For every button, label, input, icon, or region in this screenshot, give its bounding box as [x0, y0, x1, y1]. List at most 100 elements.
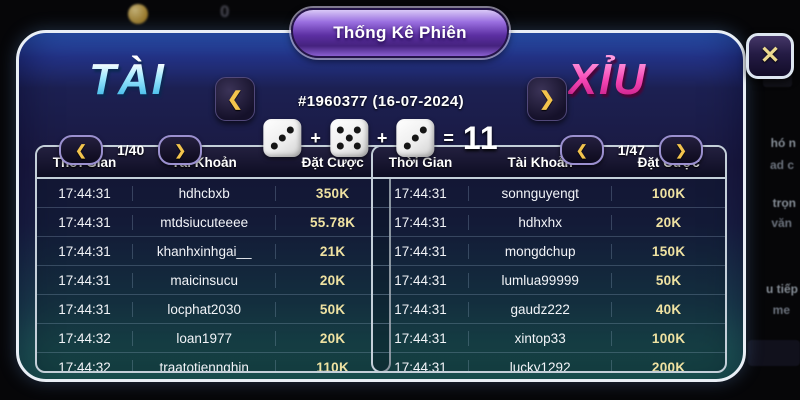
cell-time: 17:44:31	[394, 301, 447, 317]
table-row: 17:44:31 maicinsucu 20K	[37, 265, 389, 294]
cell-account: lucky1292	[468, 359, 613, 371]
table-row: 17:44:32 traatotiennghin 110K	[37, 352, 389, 373]
cell-bet-amount: 20K	[655, 214, 682, 230]
die-pip	[286, 126, 294, 134]
cell-bet-amount: 21K	[319, 243, 346, 259]
table-row: 17:44:31 gaudz222 40K	[373, 294, 725, 323]
dice-result-row: + + = 11	[263, 119, 498, 157]
table-row: 17:44:31 locphat2030 50K	[37, 294, 389, 323]
cell-account: mtdsiucuteeee	[132, 214, 277, 230]
plus-sign: +	[376, 127, 388, 148]
table-row: 17:44:31 mongdchup 150K	[373, 236, 725, 265]
cell-time: 17:44:31	[394, 272, 447, 288]
close-button[interactable]: ✕	[746, 33, 794, 79]
chevron-left-icon: ❮	[575, 142, 588, 158]
cell-bet-amount: 20K	[319, 330, 346, 346]
die-pip	[271, 142, 279, 150]
chevron-right-icon: ❯	[675, 142, 687, 158]
session-stats-modal: TÀI XỈU ❮ ❯ #1960377 (16-07-2024) + + = 1…	[16, 30, 746, 382]
coin-balance: 0	[220, 2, 230, 21]
backdrop-text-fragment: hó n	[770, 136, 796, 150]
cell-time: 17:44:32	[58, 330, 111, 346]
cell-account: lumlua99999	[468, 272, 613, 288]
cell-account: maicinsucu	[132, 272, 277, 288]
xiu-page-next-button[interactable]: ❯	[659, 135, 703, 165]
cell-bet-amount: 40K	[655, 301, 682, 317]
modal-title-banner: Thống Kê Phiên	[291, 8, 509, 58]
die-pip	[411, 134, 419, 142]
cell-time: 17:44:31	[394, 359, 447, 373]
cell-bet-amount: 50K	[655, 272, 682, 288]
die-pip	[278, 134, 286, 142]
cell-time: 17:44:31	[394, 243, 447, 259]
backdrop-text-fragment: trọn	[772, 196, 796, 210]
table-row: 17:44:31 lumlua99999 50K	[373, 265, 725, 294]
table-body: 17:44:31 hdhcbxb 350K 17:44:31 mtdsiucuteeee…	[37, 179, 389, 373]
close-icon: ✕	[759, 42, 781, 69]
cell-time: 17:44:31	[394, 214, 447, 230]
die-pip	[336, 142, 344, 150]
die-pip	[353, 126, 361, 134]
backdrop-text-fragment: văn	[771, 216, 792, 230]
table-row: 17:44:31 khanhxinhgai__ 21K	[37, 236, 389, 265]
tai-pagination: ❮ 1/40 ❯	[59, 135, 203, 165]
plus-sign: +	[310, 127, 321, 148]
cell-time: 17:44:31	[58, 301, 111, 317]
cell-time: 17:44:31	[394, 185, 447, 201]
table-row: 17:44:31 xintop33 100K	[373, 323, 725, 352]
die-pip	[336, 126, 344, 134]
cell-bet-amount: 50K	[319, 301, 346, 317]
table-row: 17:44:31 lucky1292 200K	[373, 352, 725, 373]
xiu-page-prev-button[interactable]: ❮	[559, 135, 604, 165]
column-header-bet: Đặt Cược	[301, 154, 364, 170]
backdrop-button-blur	[748, 340, 800, 366]
cell-account: sonnguyengt	[468, 185, 613, 201]
xiu-pagination: ❮ 1/47 ❯	[559, 135, 703, 165]
cell-bet-amount: 55.78K	[309, 214, 356, 230]
chevron-left-icon: ❮	[227, 88, 243, 110]
modal-title: Thống Kê Phiên	[333, 23, 467, 42]
tai-page-next-button[interactable]: ❯	[158, 135, 203, 165]
table-row: 17:44:32 loan1977 20K	[37, 323, 389, 352]
cell-account: hdhxhx	[468, 214, 613, 230]
backdrop-text-fragment: me	[772, 303, 790, 317]
cell-bet-amount: 200K	[651, 359, 686, 373]
table-body: 17:44:31 sonnguyengt 100K 17:44:31 hdhxhx 20K…	[373, 179, 725, 373]
backdrop-text-fragment: u tiếp	[766, 282, 798, 296]
table-row: 17:44:31 hdhcbxb 350K	[37, 179, 389, 207]
table-row: 17:44:31 mtdsiucuteeee 55.78K	[37, 207, 389, 236]
xiu-next-session-button[interactable]: ❯	[527, 77, 567, 121]
column-header-time: Thời Gian	[388, 154, 453, 170]
die-face-3	[396, 119, 435, 157]
tai-prev-session-button[interactable]: ❮	[215, 77, 255, 121]
cell-account: khanhxinhgai__	[132, 243, 277, 259]
cell-account: hdhcbxb	[132, 185, 277, 201]
cell-time: 17:44:31	[58, 272, 111, 288]
die-pip	[353, 142, 361, 150]
dice-total: 11	[462, 119, 499, 156]
cell-account: traatotiennghin	[132, 359, 277, 371]
cell-time: 17:44:32	[58, 359, 111, 373]
cell-bet-amount: 100K	[651, 185, 686, 201]
cell-account: gaudz222	[468, 301, 613, 317]
die-face-3	[263, 119, 302, 157]
table-row: 17:44:31 sonnguyengt 100K	[373, 179, 725, 207]
xiu-side-label: XỈU	[567, 55, 647, 104]
dice-group: + +	[263, 119, 435, 157]
table-row: 17:44:31 hdhxhx 20K	[373, 207, 725, 236]
tai-page-prev-button[interactable]: ❮	[59, 135, 103, 165]
cell-account: mongdchup	[468, 243, 613, 259]
tai-side-label: TÀI	[89, 55, 166, 104]
cell-bet-amount: 20K	[319, 272, 346, 288]
die-pip	[345, 134, 353, 142]
chevron-right-icon: ❯	[539, 88, 555, 110]
die-face-5	[329, 119, 368, 157]
column-header-account: Tài Khoản	[507, 154, 573, 170]
cell-bet-amount: 350K	[315, 185, 350, 201]
cell-time: 17:44:31	[394, 330, 447, 346]
cell-account: xintop33	[468, 330, 613, 346]
cell-time: 17:44:31	[58, 214, 111, 230]
equals-sign: =	[443, 127, 454, 148]
cell-time: 17:44:31	[58, 185, 111, 201]
